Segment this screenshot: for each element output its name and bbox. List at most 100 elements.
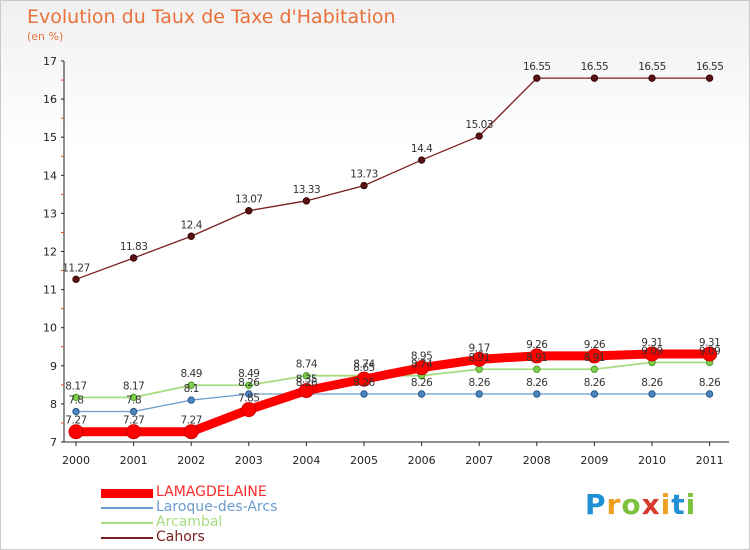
x-tick-label: 2008 (523, 454, 551, 467)
data-point (471, 351, 487, 367)
data-label: 13.73 (350, 169, 378, 181)
data-label: 9.26 (584, 339, 606, 351)
data-point (360, 390, 368, 398)
data-label: 8.74 (411, 359, 433, 371)
y-tick-label: 11 (43, 284, 57, 297)
data-point (417, 156, 426, 164)
data-point (72, 407, 80, 416)
logo-letter: i (685, 488, 697, 521)
data-label: 15.03 (465, 119, 493, 131)
x-tick-label: 2004 (292, 454, 320, 467)
data-label: 8.26 (584, 377, 606, 389)
y-tick-label: 10 (43, 322, 57, 335)
data-label: 8.65 (353, 362, 374, 374)
legend-swatch (101, 507, 153, 509)
data-label: 14.4 (411, 143, 433, 155)
x-tick-label: 2010 (638, 454, 666, 467)
data-label: 7.27 (65, 415, 86, 427)
data-label: 11.27 (62, 262, 90, 274)
data-label: 9.17 (469, 342, 490, 354)
data-label: 7.8 (126, 395, 141, 407)
data-label: 8.91 (584, 352, 605, 364)
y-tick-label: 16 (43, 93, 57, 106)
data-point (417, 390, 426, 398)
data-point (475, 365, 483, 373)
logo-letter: P (585, 488, 607, 521)
data-label: 8.17 (65, 380, 86, 392)
y-tick-label: 8 (50, 398, 57, 411)
data-label: 8.74 (353, 359, 375, 371)
chart-unit-label: (en %) (27, 30, 64, 43)
x-tick-label: 2009 (580, 454, 608, 467)
data-point (126, 424, 142, 440)
x-tick-label: 2003 (235, 454, 263, 467)
logo-letter: t (671, 488, 686, 521)
data-label: 9.26 (526, 339, 548, 351)
data-point (529, 348, 545, 364)
data-label: 8.49 (181, 368, 202, 380)
data-label: 13.33 (293, 184, 321, 196)
data-label: 8.17 (123, 380, 144, 392)
y-tick-label: 13 (43, 207, 57, 220)
data-point (187, 381, 195, 389)
series-line-2 (75, 361, 711, 399)
data-point (245, 390, 253, 398)
legend-swatch (101, 488, 153, 498)
data-label: 16.55 (581, 61, 609, 73)
data-point (298, 383, 314, 399)
data-point (414, 360, 430, 376)
data-label: 16.55 (696, 61, 724, 73)
chart-title: Evolution du Taux de Taxe d'Habitation (27, 6, 396, 28)
y-tick-label: 12 (43, 246, 57, 259)
data-point (705, 74, 714, 82)
data-label: 9.31 (641, 337, 662, 349)
data-label: 7.27 (123, 415, 144, 427)
data-label: 9.31 (699, 337, 720, 349)
series-line-1 (75, 393, 711, 413)
x-tick-label: 2002 (177, 454, 205, 467)
logo-letter: r (606, 488, 622, 521)
data-label: 8.26 (353, 377, 375, 389)
x-tick-label: 2005 (350, 454, 378, 467)
data-point (129, 407, 138, 416)
legend-label: Laroque-des-Arcs (156, 499, 278, 515)
data-label: 12.4 (181, 219, 203, 231)
data-point (241, 402, 257, 418)
logo-letter: o (621, 488, 642, 521)
data-point (129, 393, 138, 402)
data-label: 8.91 (469, 352, 490, 364)
y-tick-label: 7 (50, 436, 57, 449)
legend-label: LAMAGDELAINE (156, 484, 267, 500)
data-point (648, 74, 656, 82)
data-point (245, 207, 253, 215)
data-point (183, 424, 199, 440)
data-point (356, 371, 372, 387)
logo-letter: x (641, 488, 661, 521)
data-point (644, 346, 660, 362)
data-label: 8.74 (296, 359, 318, 371)
data-point (72, 393, 80, 402)
data-label: 8.26 (411, 377, 433, 389)
y-tick-label: 9 (50, 360, 57, 373)
data-point (72, 275, 80, 284)
x-tick-label: 2001 (120, 454, 148, 467)
data-label: 8.26 (699, 377, 721, 389)
data-label: 8.26 (641, 377, 663, 389)
data-label: 7.8 (68, 395, 83, 407)
data-point (245, 381, 253, 389)
proxiti-logo: Proxiti (585, 488, 696, 521)
data-point (705, 390, 714, 398)
data-point (187, 396, 195, 404)
data-label: 13.07 (235, 194, 263, 206)
data-label: 16.55 (523, 61, 551, 73)
data-label: 8.35 (296, 374, 317, 386)
logo-letter: i (660, 488, 672, 521)
data-point (187, 232, 195, 240)
data-point (360, 181, 368, 190)
data-label: 8.1 (184, 383, 199, 395)
data-label: 8.26 (526, 377, 548, 389)
data-label: 8.26 (469, 377, 491, 389)
data-point (533, 390, 541, 398)
y-tick-label: 15 (43, 131, 57, 144)
